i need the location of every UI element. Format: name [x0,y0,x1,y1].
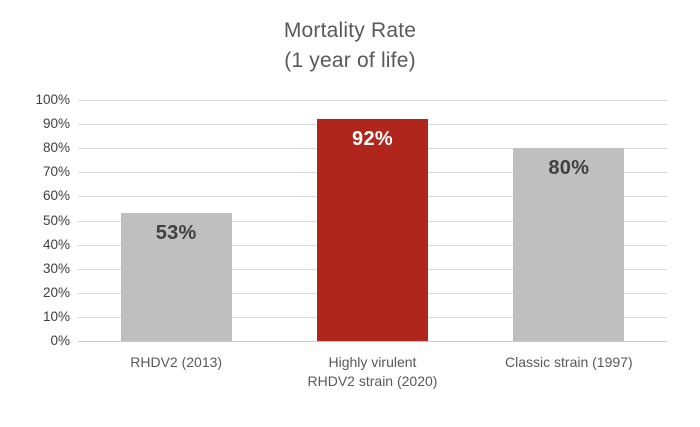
x-axis-category-label: Highly virulent RHDV2 strain (2020) [274,353,470,391]
x-axis-category-label-line: Highly virulent [328,354,417,370]
x-axis-category-label: Classic strain (1997) [471,353,667,372]
chart-title-line2: (1 year of life) [284,49,416,72]
y-axis-tick-label: 0% [50,333,70,348]
bar-value-label: 92% [352,128,393,151]
y-axis-tick-label: 60% [42,188,70,204]
gridline [78,341,667,342]
plot-area: 53% 92% 80% [78,100,667,342]
bar-value-label: 53% [155,222,197,245]
y-axis-tick-label: 50% [42,212,70,228]
bar-3: 80% [513,148,625,341]
y-axis-tick-label: 30% [42,260,70,276]
x-axis-category-label-line: RHDV2 (2013) [130,354,223,370]
y-axis-tick-label: 90% [42,116,70,132]
gridline [78,100,667,101]
chart-title-line1: Mortality Rate [283,19,417,42]
chart-title: Mortality Rate (1 year of life) [0,16,700,76]
y-axis-tick-label: 10% [42,308,70,324]
bar-2: 92% [317,119,428,341]
y-axis-tick-label: 20% [42,284,70,300]
bar-value-label: 80% [548,157,590,180]
y-axis-tick-label: 40% [42,236,70,252]
bar-1: 53% [120,213,232,341]
x-axis-category-label-line: Classic strain (1997) [505,354,633,370]
y-axis-tick-label: 70% [42,164,70,180]
y-axis-tick-label: 100% [35,92,70,107]
x-axis-category-label-line: RHDV2 strain (2020) [307,373,438,389]
y-axis-tick-label: 80% [42,140,70,156]
x-axis-category-label: RHDV2 (2013) [78,353,274,372]
